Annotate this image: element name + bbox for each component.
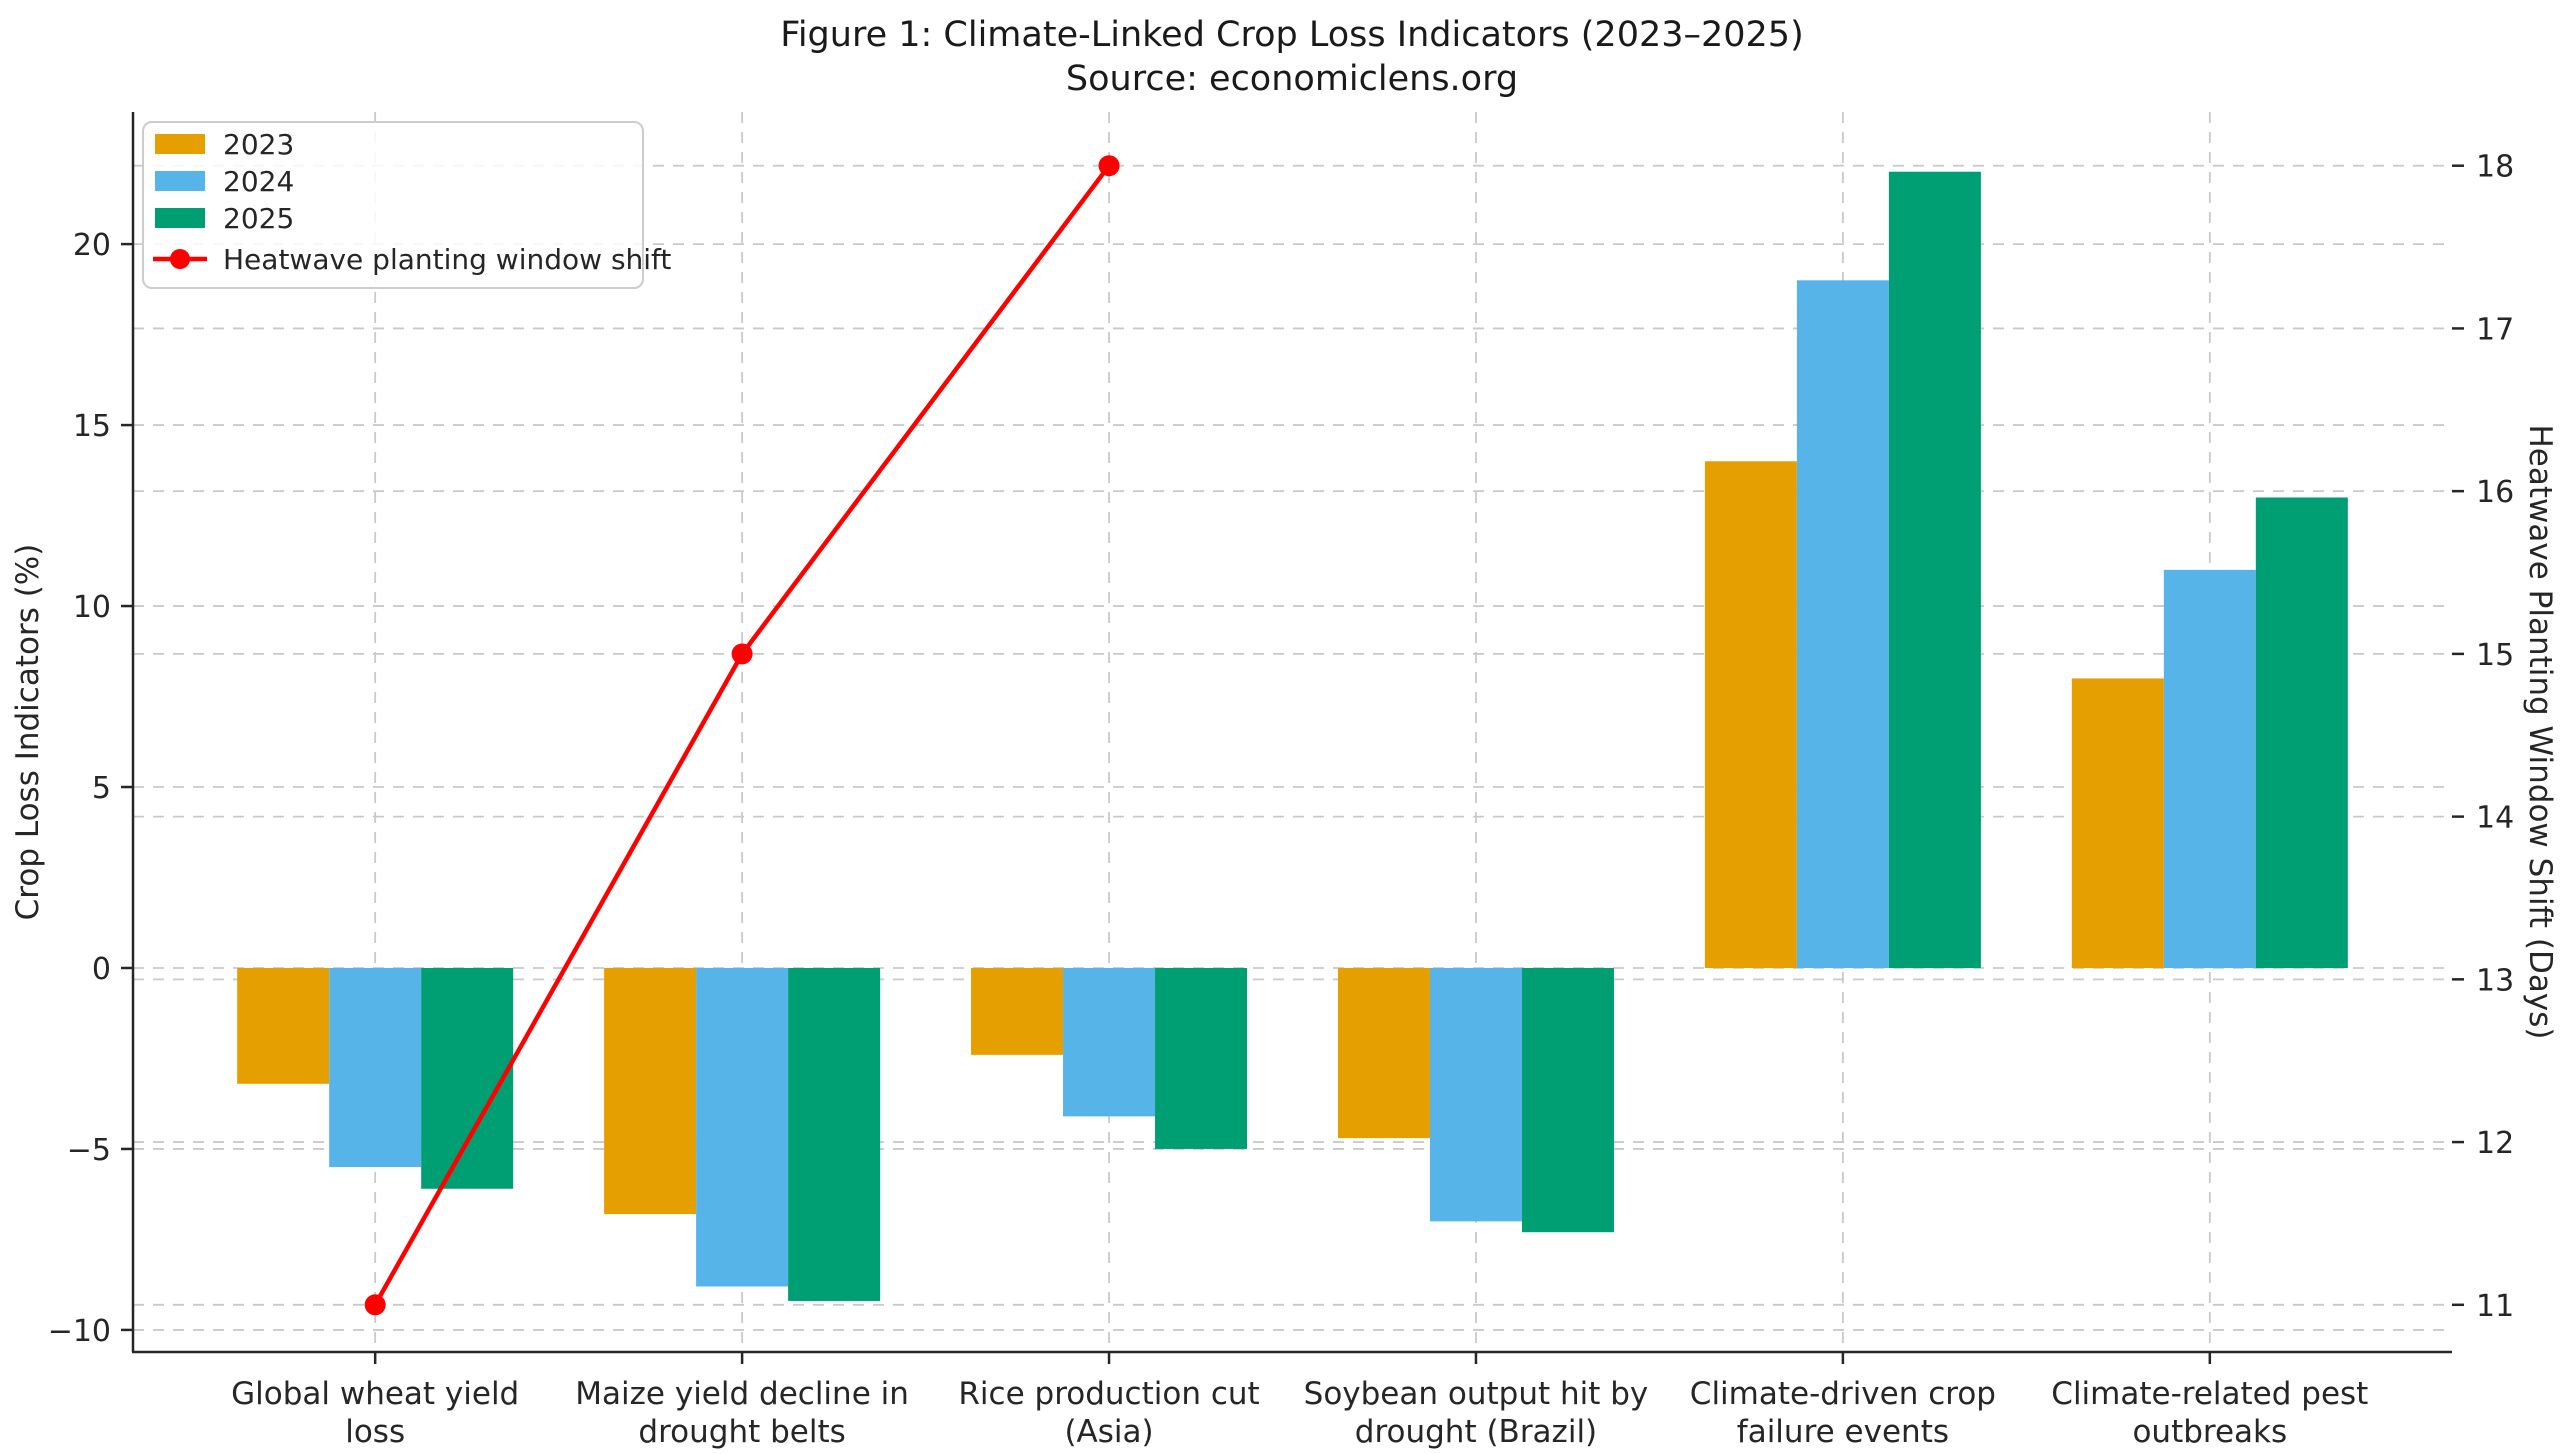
bar-2025-cat3	[1521, 967, 1614, 1233]
legend-label-line-series: Heatwave planting window shift	[223, 243, 671, 276]
legend-swatch-2023	[155, 134, 205, 154]
right-tick-label-13: 13	[2476, 963, 2514, 998]
x-tick-label-1-line1: drought belts	[638, 1414, 845, 1450]
y-axis-label-right: Heatwave Planting Window Shift (Days)	[2522, 424, 2558, 1039]
x-tick-label-4-line1: failure events	[1737, 1414, 1949, 1450]
left-tick-label-0: 0	[92, 952, 111, 987]
bar-2024-cat0	[329, 967, 422, 1168]
x-tick-label-0-line0: Global wheat yield	[231, 1376, 519, 1412]
legend-label-2023: 2023	[223, 128, 294, 161]
bar-2024-cat1	[696, 967, 789, 1287]
bar-2025-cat4	[1888, 171, 1981, 968]
bar-2024-cat5	[2163, 569, 2256, 968]
x-tick-label-5-line0: Climate-related pest	[2051, 1376, 2368, 1412]
bar-2024-cat4	[1796, 280, 1889, 968]
x-tick-label-2-line1: (Asia)	[1064, 1414, 1153, 1450]
left-tick-label-5: 5	[92, 771, 111, 806]
left-tick-label-20: 20	[73, 228, 111, 263]
bar-2025-cat0	[421, 967, 514, 1189]
bar-2025-cat1	[788, 967, 881, 1301]
x-tick-label-4-line0: Climate-driven crop	[1690, 1376, 1996, 1412]
bar-2023-cat0	[237, 967, 330, 1084]
bar-2023-cat4	[1704, 461, 1797, 968]
right-tick-label-11: 11	[2476, 1289, 2514, 1324]
bar-2025-cat5	[2255, 497, 2348, 968]
left-tick-label-10: 10	[73, 590, 111, 625]
right-tick-label-17: 17	[2476, 312, 2514, 347]
bar-2023-cat1	[604, 967, 697, 1215]
left-tick-label--10: −10	[48, 1314, 111, 1349]
x-tick-label-3-line0: Soybean output hit by	[1304, 1376, 1649, 1412]
bar-2023-cat3	[1337, 967, 1430, 1139]
x-tick-label-3-line1: drought (Brazil)	[1355, 1414, 1597, 1450]
x-tick-label-5-line1: outbreaks	[2132, 1414, 2287, 1450]
legend-label-2025: 2025	[223, 202, 294, 235]
bar-2024-cat3	[1429, 967, 1522, 1222]
x-tick-label-2-line0: Rice production cut	[958, 1376, 1259, 1412]
chart-title: Figure 1: Climate-Linked Crop Loss Indic…	[780, 15, 1804, 55]
heatwave-line-marker-1	[731, 643, 753, 665]
legend-swatch-2025	[155, 208, 205, 228]
bar-2023-cat2	[971, 967, 1064, 1055]
left-tick-label-15: 15	[73, 409, 111, 444]
right-tick-label-15: 15	[2476, 638, 2514, 673]
right-tick-label-14: 14	[2476, 801, 2514, 836]
chart-subtitle: Source: economiclens.org	[1065, 59, 1519, 99]
heatwave-line-marker-2	[1098, 155, 1120, 177]
right-tick-label-18: 18	[2476, 150, 2514, 185]
legend-box	[142, 121, 644, 289]
left-tick-label--5: −5	[67, 1133, 111, 1168]
x-tick-label-1-line0: Maize yield decline in	[575, 1376, 909, 1412]
bar-2025-cat2	[1155, 967, 1248, 1149]
x-tick-label-0-line1: loss	[345, 1414, 405, 1450]
legend-label-2024: 2024	[223, 165, 294, 198]
right-tick-label-12: 12	[2476, 1126, 2514, 1161]
legend-line-marker	[170, 249, 190, 269]
bar-2023-cat5	[2071, 678, 2164, 968]
right-tick-label-16: 16	[2476, 475, 2514, 510]
heatwave-line-marker-0	[364, 1294, 386, 1316]
legend-swatch-2024	[155, 171, 205, 191]
bar-2024-cat2	[1063, 967, 1156, 1117]
y-axis-label-left: Crop Loss Indicators (%)	[10, 544, 46, 921]
